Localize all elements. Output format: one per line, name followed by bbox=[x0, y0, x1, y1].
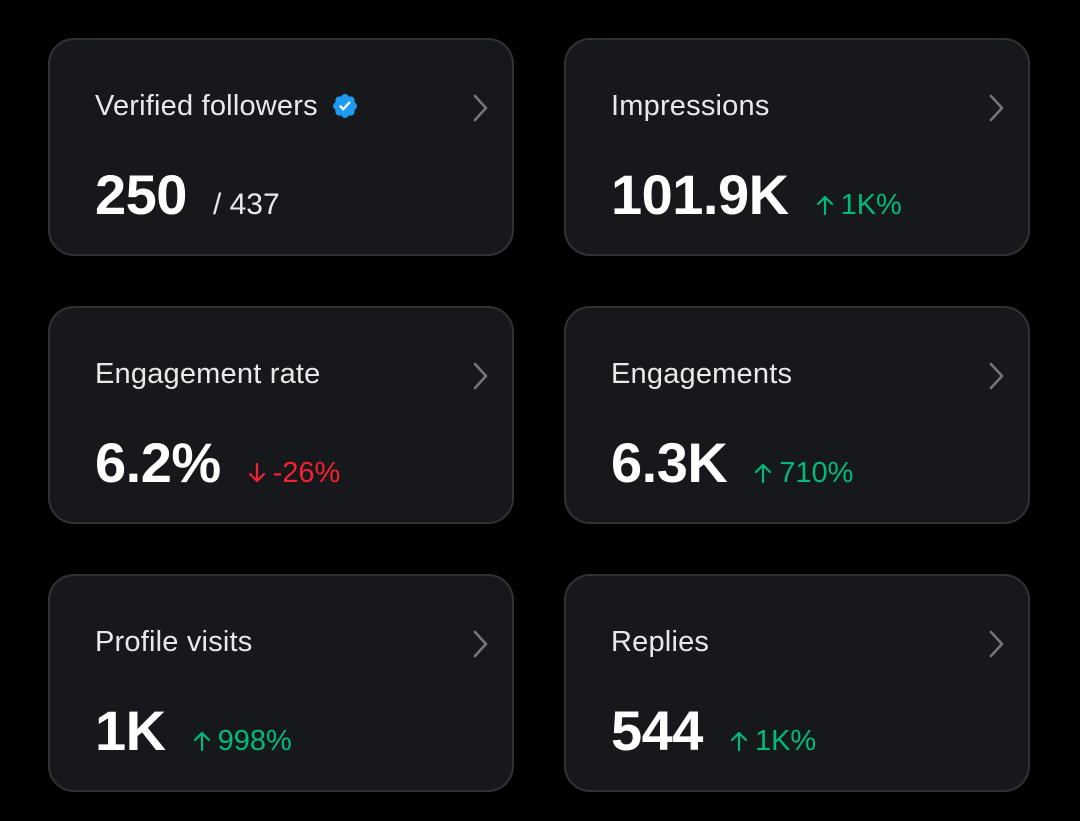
chevron-right-icon bbox=[473, 362, 488, 390]
verified-badge-icon bbox=[332, 94, 357, 118]
arrow-up-icon bbox=[730, 731, 748, 752]
metric-change: 710% bbox=[753, 457, 853, 490]
metric-value: 6.3K bbox=[611, 431, 728, 494]
chevron-right-icon bbox=[989, 362, 1004, 390]
change-text: 998% bbox=[217, 725, 292, 757]
metric-change: 1K% bbox=[815, 189, 902, 222]
change-text: 710% bbox=[779, 457, 854, 489]
card-impressions[interactable]: Impressions 101.9K 1K% bbox=[564, 38, 1030, 256]
card-title-row: Replies bbox=[611, 624, 709, 660]
chevron-right-icon bbox=[989, 630, 1004, 658]
card-value-row: 544 1K% bbox=[611, 700, 816, 762]
card-title: Replies bbox=[611, 625, 710, 658]
card-engagement-rate[interactable]: Engagement rate 6.2% -26% bbox=[48, 306, 514, 524]
chevron-right-icon bbox=[989, 94, 1004, 122]
arrow-up-icon bbox=[193, 731, 210, 752]
change-text: 1K% bbox=[754, 725, 817, 757]
card-value-row: 6.3K 710% bbox=[611, 432, 853, 494]
change-text: 1K% bbox=[840, 189, 902, 221]
chevron-right-icon bbox=[473, 630, 488, 658]
card-title: Engagements bbox=[611, 357, 793, 390]
card-profile-visits[interactable]: Profile visits 1K 998% bbox=[48, 574, 514, 792]
arrow-down-icon bbox=[248, 462, 265, 483]
card-title: Profile visits bbox=[95, 625, 253, 658]
card-value-row: 1K 998% bbox=[95, 700, 292, 762]
arrow-up-icon bbox=[755, 463, 772, 484]
card-title: Impressions bbox=[611, 89, 770, 122]
card-title-row: Verified followers bbox=[95, 88, 359, 124]
card-replies[interactable]: Replies 544 1K% bbox=[564, 574, 1030, 792]
card-title-row: Profile visits bbox=[95, 624, 253, 660]
metric-value: 101.9K bbox=[611, 163, 789, 226]
card-verified-followers[interactable]: Verified followers 250 / 437 bbox=[48, 38, 514, 256]
card-value-row: 6.2% -26% bbox=[95, 432, 340, 494]
card-title-row: Impressions bbox=[611, 88, 770, 124]
card-title: Engagement rate bbox=[95, 357, 321, 390]
card-value-row: 250 / 437 bbox=[95, 164, 280, 226]
change-text: -26% bbox=[272, 457, 341, 489]
card-title: Verified followers bbox=[95, 89, 318, 122]
metric-change: 1K% bbox=[729, 725, 816, 758]
metric-change: 998% bbox=[192, 725, 292, 758]
card-title-row: Engagements bbox=[611, 356, 792, 392]
metric-total: / 437 bbox=[212, 188, 280, 221]
card-title-row: Engagement rate bbox=[95, 356, 320, 392]
metric-value: 6.2% bbox=[95, 431, 221, 494]
card-engagements[interactable]: Engagements 6.3K 710% bbox=[564, 306, 1030, 524]
metric-value: 250 bbox=[95, 163, 187, 226]
metric-change: -26% bbox=[247, 457, 341, 490]
metric-value: 1K bbox=[95, 699, 166, 762]
arrow-up-icon bbox=[816, 195, 833, 216]
card-value-row: 101.9K 1K% bbox=[611, 164, 902, 226]
chevron-right-icon bbox=[473, 94, 488, 122]
metric-value: 544 bbox=[611, 699, 703, 762]
